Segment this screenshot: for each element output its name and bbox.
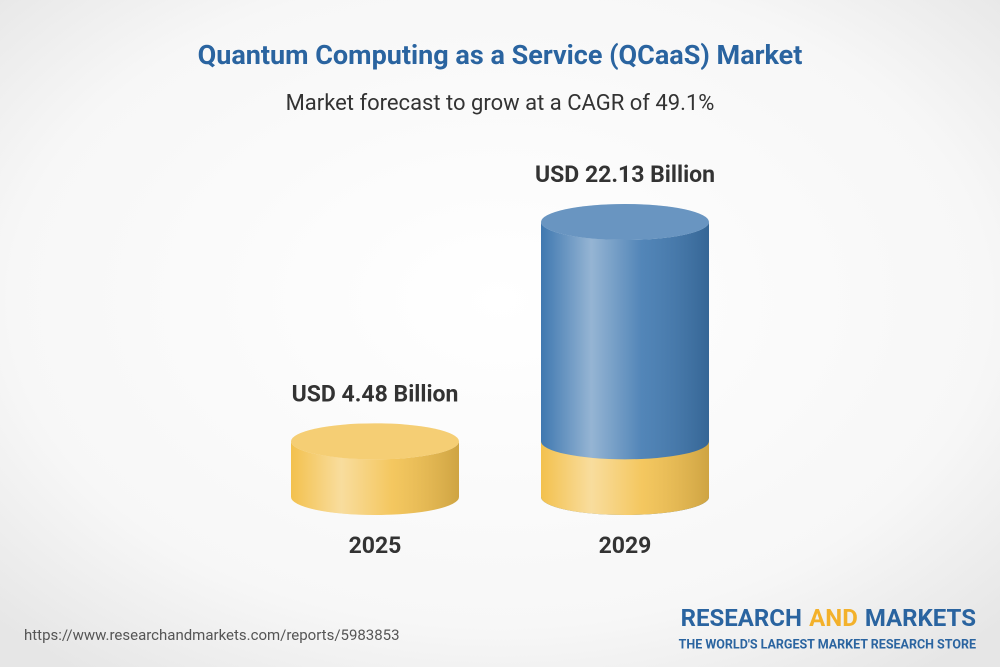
cylinder-top-highlight — [541, 204, 709, 240]
shading — [541, 222, 709, 515]
cylinder-top — [291, 423, 459, 460]
value-label: USD 4.48 Billion — [292, 380, 459, 407]
shading — [541, 441, 709, 515]
brand: RESEARCH AND MARKETS — [681, 604, 976, 632]
cylinder-top — [541, 204, 709, 240]
brand-tagline: THE WORLD'S LARGEST MARKET RESEARCH STOR… — [679, 637, 976, 652]
cylinder-top-highlight — [291, 423, 459, 460]
brand-word: RESEARCH — [681, 604, 803, 632]
value-label: USD 22.13 Billion — [535, 161, 715, 188]
brand-word: MARKETS — [865, 604, 976, 632]
brand-word: AND — [809, 604, 858, 632]
shading — [291, 441, 459, 515]
chart-title: Quantum Computing as a Service (QCaaS) M… — [198, 39, 803, 71]
x-tick-label: 2029 — [599, 532, 652, 559]
chart-subtitle: Market forecast to grow at a CAGR of 49.… — [286, 91, 715, 116]
x-tick-label: 2025 — [349, 532, 402, 559]
source-url[interactable]: https://www.researchandmarkets.com/repor… — [24, 626, 400, 644]
